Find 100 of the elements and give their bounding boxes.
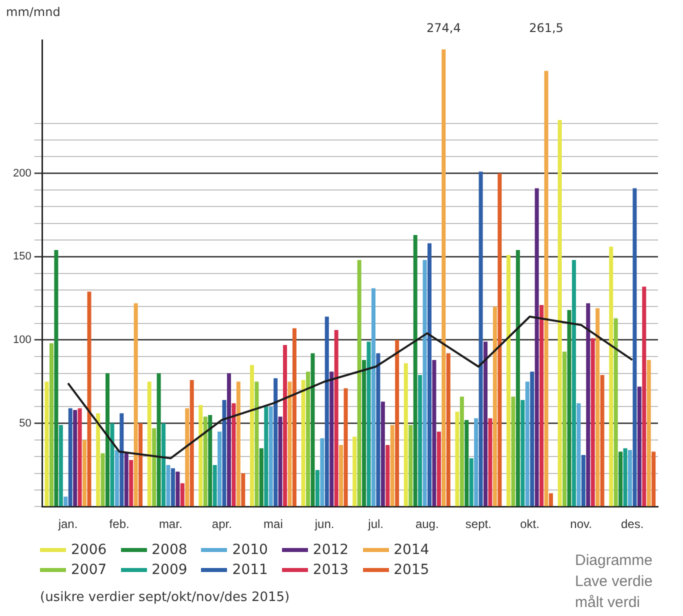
legend-label: 2014: [394, 542, 430, 558]
bar: [413, 234, 418, 506]
bar: [637, 386, 642, 506]
bar: [484, 342, 488, 506]
bar: [315, 470, 320, 506]
bar: [371, 288, 376, 506]
bar: [362, 360, 366, 506]
bar: [488, 418, 492, 506]
bar: [418, 374, 422, 506]
y-tick-label: 150: [12, 250, 32, 263]
bar: [156, 373, 161, 506]
bar: [492, 306, 497, 506]
bar: [530, 372, 534, 506]
bar: [114, 450, 119, 506]
bar: [422, 260, 427, 506]
bar: [120, 413, 124, 506]
bar: [274, 378, 278, 506]
bar: [278, 416, 282, 506]
bar: [58, 424, 63, 506]
bar: [78, 408, 82, 506]
bar: [222, 400, 226, 506]
bar: [306, 372, 310, 506]
bar: [474, 418, 478, 506]
bar: [292, 328, 296, 506]
legend-label: 2010: [232, 542, 268, 558]
legend-label: 2011: [232, 562, 268, 578]
bar: [134, 303, 138, 506]
bar: [628, 450, 632, 506]
bar: [525, 382, 530, 506]
bar: [250, 364, 254, 506]
text: (usikre verdier sept/okt/nov/des 2015): [40, 590, 290, 605]
bar: [469, 458, 474, 506]
bar: [534, 188, 539, 506]
bar: [185, 408, 190, 506]
x-tick-label: sept.: [465, 517, 492, 532]
bar: [152, 428, 156, 506]
y-tick-label: 50: [19, 417, 32, 430]
bar: [129, 460, 134, 506]
bar: [395, 340, 400, 506]
x-tick-label: nov.: [570, 517, 592, 532]
bar: [324, 316, 329, 506]
legend-label: 2013: [312, 562, 349, 578]
bar: [652, 452, 656, 506]
bar: [544, 70, 548, 506]
bar: [226, 373, 232, 506]
bar: [357, 260, 362, 506]
bar: [259, 448, 264, 506]
bar: [44, 382, 49, 506]
x-tick-label: feb.: [109, 517, 130, 532]
bar: [600, 374, 604, 506]
x-tick-label: aug.: [415, 517, 439, 532]
bar: [567, 310, 572, 506]
bar: [596, 308, 600, 506]
bar: [96, 413, 100, 506]
bar: [236, 382, 240, 506]
bar: [330, 372, 334, 506]
x-tick-label: jul.: [367, 517, 384, 532]
y-tick-label: 100: [12, 334, 32, 346]
x-tick-label: mar.: [158, 517, 182, 532]
bar: [198, 404, 203, 506]
bar: [386, 444, 390, 506]
legend-label: 2012: [312, 542, 349, 558]
bar: [49, 343, 54, 506]
bar: [390, 424, 394, 506]
bar: [442, 49, 446, 506]
x-tick-label: okt.: [520, 517, 540, 532]
legend-label: 2006: [71, 542, 107, 558]
bar: [623, 448, 628, 506]
bar: [138, 423, 143, 506]
bar: [64, 496, 68, 506]
x-tick-label: apr.: [212, 517, 232, 532]
legend-label: 2008: [152, 542, 188, 558]
bar: [254, 382, 259, 506]
y-tick-label: 200: [12, 167, 32, 180]
bar: [455, 412, 460, 506]
bar: [87, 292, 92, 506]
bar: [339, 444, 344, 506]
legend-label: 2009: [152, 562, 188, 578]
bar: [646, 360, 651, 506]
bar: [404, 363, 408, 506]
bar: [618, 452, 623, 506]
bar: [218, 432, 222, 506]
y-axis-title: mm/mnd: [6, 5, 60, 19]
bar: [203, 416, 208, 506]
bar: [572, 260, 576, 506]
bar: [581, 454, 586, 506]
x-tick-label: des.: [621, 517, 644, 532]
bar: [506, 254, 511, 506]
bar: [241, 473, 246, 506]
bar: [180, 483, 184, 506]
x-tick-label: mai: [264, 517, 283, 532]
x-tick-label: jun.: [314, 517, 334, 532]
x-tick-label: jan.: [57, 517, 78, 532]
bar: [576, 403, 581, 506]
data-label: 274,4: [426, 21, 461, 35]
bar: [590, 338, 595, 506]
bar: [427, 243, 432, 506]
bar: [352, 436, 357, 506]
bar: [344, 388, 348, 506]
bar: [432, 360, 436, 506]
